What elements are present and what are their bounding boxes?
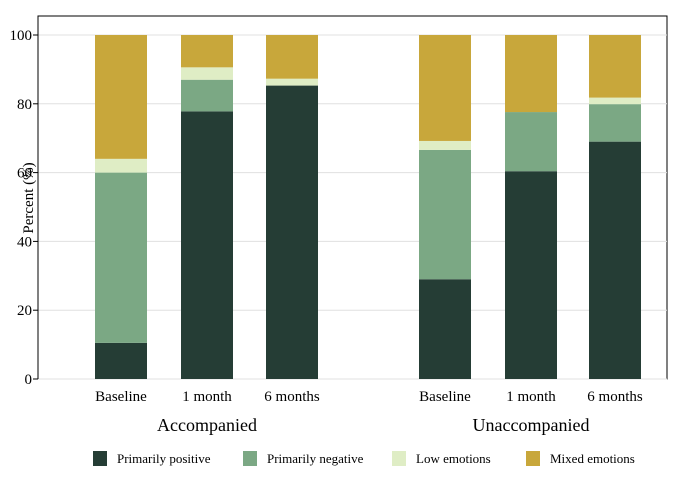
y-axis-title: Percent (%) (21, 162, 37, 233)
y-tick-label-80: 80 (17, 97, 32, 113)
bar-unaccompanied-6-months-mixed-emotions (589, 35, 641, 98)
legend-swatch-mixed-emotions (526, 451, 540, 466)
x-tick-label: 1 month (506, 389, 556, 405)
bar-accompanied-1-month-primarily-negative (181, 79, 233, 112)
bar-accompanied-6-months-mixed-emotions (266, 35, 318, 79)
legend-swatch-primarily-positive (93, 451, 107, 466)
bar-unaccompanied-baseline-low-emotions (419, 140, 471, 150)
bar-unaccompanied-baseline-mixed-emotions (419, 35, 471, 141)
group-label-accompanied: Accompanied (157, 415, 257, 435)
bar-unaccompanied-baseline-primarily-negative (419, 149, 471, 280)
y-tick-label-100: 100 (10, 28, 33, 44)
bar-accompanied-6-months-primarily-positive (266, 85, 318, 380)
group-label-unaccompanied: Unaccompanied (473, 415, 590, 435)
bar-accompanied-6-months-low-emotions (266, 78, 318, 86)
y-tick-label-20: 20 (17, 303, 32, 319)
bar-unaccompanied-1-month-primarily-positive (505, 171, 557, 379)
bar-unaccompanied-6-months-primarily-positive (589, 141, 641, 379)
y-tick-label-40: 40 (17, 234, 32, 250)
bar-unaccompanied-baseline-primarily-positive (419, 279, 471, 379)
legend-label-primarily-negative: Primarily negative (267, 451, 364, 466)
y-tick-label-0: 0 (25, 372, 33, 388)
legend: Primarily positive Primarily negative Low … (93, 451, 635, 466)
legend-label-low-emotions: Low emotions (416, 451, 491, 466)
bar-unaccompanied-1-month-primarily-negative (505, 112, 557, 172)
bars (95, 35, 641, 380)
x-tick-label: 6 months (587, 389, 643, 405)
group-labels: Accompanied Unaccompanied (157, 415, 589, 435)
x-tick-label: 6 months (264, 389, 320, 405)
bar-accompanied-1-month-primarily-positive (181, 111, 233, 380)
legend-swatch-low-emotions (392, 451, 406, 466)
bar-accompanied-1-month-mixed-emotions (181, 35, 233, 68)
y-axis: 0 20 40 60 80 100 (10, 16, 39, 388)
legend-swatch-primarily-negative (243, 451, 257, 466)
bar-unaccompanied-1-month-mixed-emotions (505, 35, 557, 113)
legend-label-primarily-positive: Primarily positive (117, 451, 211, 466)
bar-accompanied-baseline-low-emotions (95, 158, 147, 173)
x-axis-labels: Baseline 1 month 6 months Baseline 1 month 6 … (95, 389, 643, 405)
bar-accompanied-baseline-primarily-negative (95, 172, 147, 343)
y-tick-label-60: 60 (17, 166, 32, 182)
bar-accompanied-baseline-mixed-emotions (95, 35, 147, 159)
bar-accompanied-1-month-low-emotions (181, 67, 233, 80)
x-tick-label: Baseline (419, 389, 471, 405)
legend-label-mixed-emotions: Mixed emotions (550, 451, 635, 466)
bar-unaccompanied-6-months-primarily-negative (589, 104, 641, 142)
bar-accompanied-baseline-primarily-positive (95, 342, 147, 379)
x-tick-label: Baseline (95, 389, 147, 405)
bar-unaccompanied-6-months-low-emotions (589, 97, 641, 105)
x-tick-label: 1 month (182, 389, 232, 405)
